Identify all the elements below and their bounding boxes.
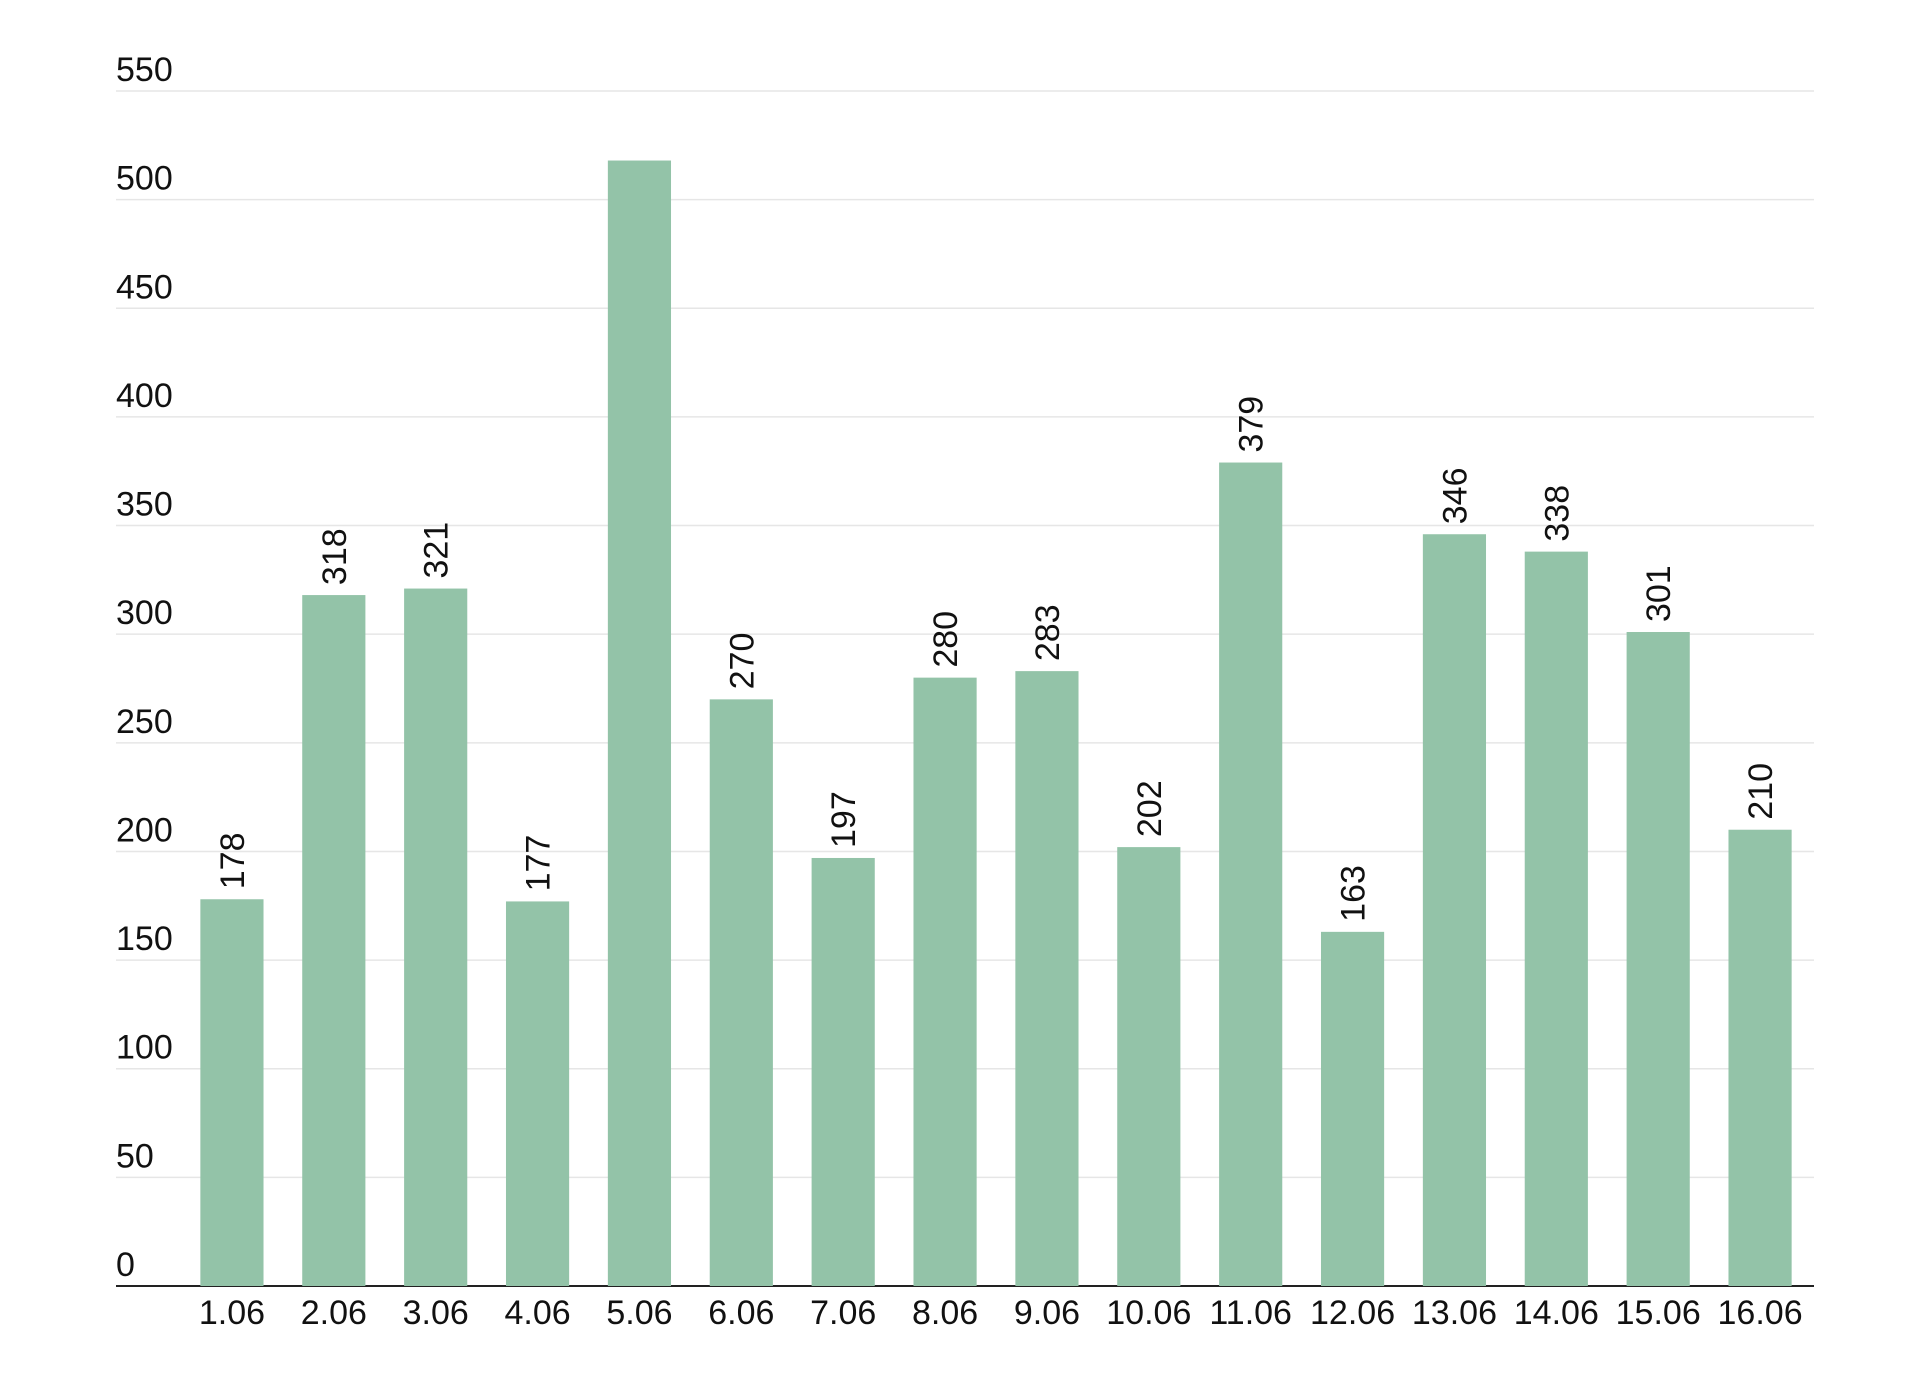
bar xyxy=(811,857,875,1286)
y-tick-label: 400 xyxy=(116,377,173,415)
bar xyxy=(505,901,570,1286)
value-label: 338 xyxy=(1538,485,1576,542)
bar xyxy=(1422,534,1487,1286)
x-tick-label: 6.06 xyxy=(708,1294,774,1332)
x-tick-label: 5.06 xyxy=(606,1294,672,1332)
y-tick-label: 350 xyxy=(116,486,173,524)
value-label: 379 xyxy=(1233,396,1271,453)
y-tick-label: 300 xyxy=(116,594,173,632)
y-tick-label: 250 xyxy=(116,703,173,741)
x-tick-label: 8.06 xyxy=(912,1294,978,1332)
bar xyxy=(1219,462,1283,1286)
value-label: 163 xyxy=(1335,865,1373,922)
bar xyxy=(302,595,366,1286)
bar xyxy=(1015,671,1079,1286)
x-tick-label: 4.06 xyxy=(504,1294,570,1332)
value-label: 197 xyxy=(825,791,863,848)
x-tick-label: 16.06 xyxy=(1718,1294,1803,1332)
y-tick-label: 500 xyxy=(116,160,173,198)
bar xyxy=(404,588,468,1286)
y-tick-label: 0 xyxy=(116,1246,135,1284)
bar xyxy=(1117,847,1181,1286)
y-tick-label: 50 xyxy=(116,1137,154,1175)
value-label: 321 xyxy=(418,522,456,579)
x-tick-label: 15.06 xyxy=(1616,1294,1701,1332)
value-label: 283 xyxy=(1029,604,1067,661)
value-label: 202 xyxy=(1131,780,1169,837)
x-tick-label: 7.06 xyxy=(810,1294,876,1332)
x-tick-label: 14.06 xyxy=(1514,1294,1599,1332)
y-tick-label: 450 xyxy=(116,268,173,306)
x-tick-label: 11.06 xyxy=(1209,1294,1292,1332)
bar xyxy=(607,160,672,1287)
y-tick-label: 550 xyxy=(116,51,173,89)
value-label: 346 xyxy=(1436,468,1474,525)
bar xyxy=(1320,931,1385,1286)
value-label: 301 xyxy=(1640,565,1678,622)
x-tick-label: 3.06 xyxy=(403,1294,469,1332)
bar xyxy=(200,899,264,1286)
value-label: 210 xyxy=(1742,763,1780,820)
x-tick-label: 10.06 xyxy=(1106,1294,1191,1332)
bar xyxy=(709,699,773,1286)
y-tick-label: 100 xyxy=(116,1029,173,1067)
value-label: 270 xyxy=(723,633,761,690)
x-tick-label: 2.06 xyxy=(301,1294,367,1332)
y-tick-label: 200 xyxy=(116,811,173,849)
value-label: 177 xyxy=(520,835,558,892)
value-label: 280 xyxy=(927,611,965,668)
bar xyxy=(1626,632,1690,1286)
bar xyxy=(913,677,977,1286)
value-label: 178 xyxy=(214,833,252,890)
x-tick-label: 13.06 xyxy=(1412,1294,1497,1332)
x-tick-label: 1.06 xyxy=(199,1294,265,1332)
x-tick-label: 12.06 xyxy=(1310,1294,1395,1332)
bar xyxy=(1728,829,1792,1286)
x-tick-label: 9.06 xyxy=(1014,1294,1080,1332)
bar xyxy=(1524,551,1588,1286)
value-label: 318 xyxy=(316,528,354,585)
y-tick-label: 150 xyxy=(116,920,173,958)
